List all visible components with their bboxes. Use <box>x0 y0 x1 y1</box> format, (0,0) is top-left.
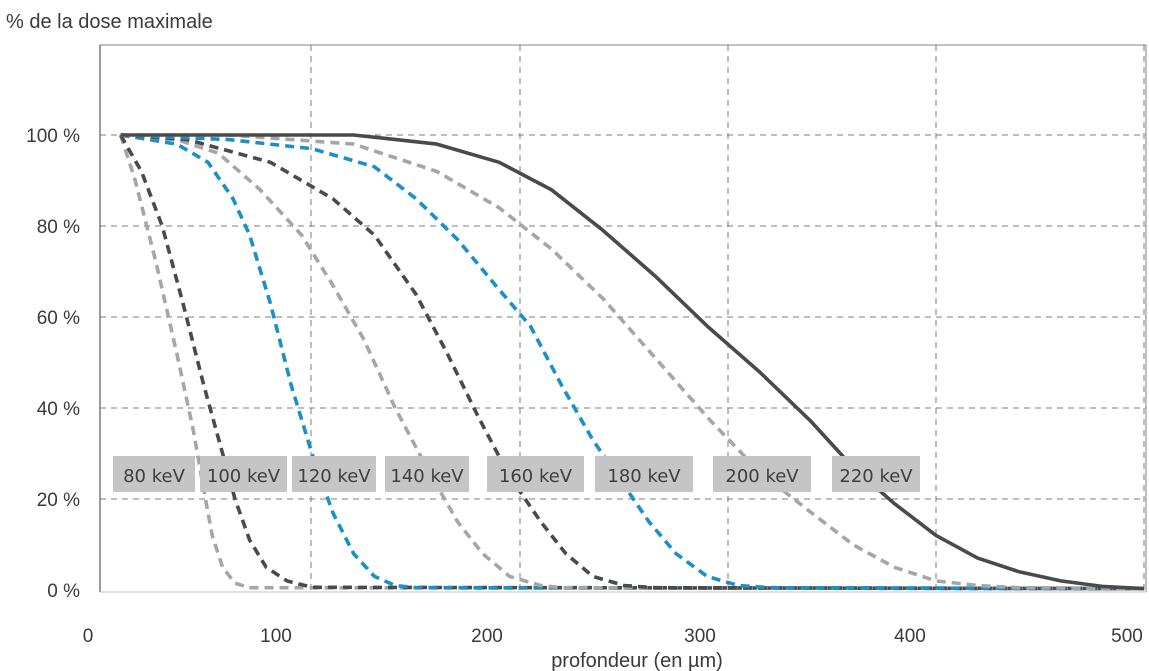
y-tick-label: 80 % <box>37 217 80 238</box>
y-tick-label: 20 % <box>37 490 80 511</box>
series-lines <box>118 133 1145 591</box>
x-axis-title: profondeur (en µm) <box>551 650 723 671</box>
series-label: 80 keV <box>123 466 185 487</box>
series-label-box <box>385 456 469 492</box>
y-tick-label: 0 % <box>47 581 80 602</box>
series-label: 160 keV <box>499 466 573 487</box>
series-label-box <box>292 456 376 492</box>
series-label: 200 keV <box>725 466 799 487</box>
series-label-box <box>113 456 195 492</box>
series-label-box <box>200 456 287 492</box>
y-tick-label: 60 % <box>37 308 80 329</box>
series-label: 220 keV <box>839 466 913 487</box>
series-label-box <box>487 456 584 492</box>
series-line-180-kev <box>120 133 1145 591</box>
series-line-100-kev <box>119 134 1145 591</box>
series-label-box <box>595 456 693 492</box>
y-tick-label: 40 % <box>37 399 80 420</box>
grid <box>99 44 1147 593</box>
y-axis-title: % de la dose maximale <box>6 11 213 33</box>
series-label: 140 keV <box>390 466 464 487</box>
series-label: 100 keV <box>207 466 281 487</box>
series-line-220-kev <box>120 133 1145 591</box>
x-tick-label: 100 <box>260 626 292 647</box>
series-label-box <box>832 456 920 492</box>
axis-ticks: 0 % 20 % 40 % 60 % 80 % 100 % 0 100 200 300 400 500 <box>26 126 1143 647</box>
series-line-200-kev <box>120 133 1145 591</box>
x-tick-label: 300 <box>684 626 716 647</box>
x-tick-label: 400 <box>894 626 926 647</box>
x-tick-label: 0 <box>83 626 94 647</box>
y-tick-label: 100 % <box>26 126 80 147</box>
series-label: 120 keV <box>297 466 371 487</box>
series-line-120-kev <box>120 133 1145 591</box>
series-label: 180 keV <box>607 466 681 487</box>
series-line-160-kev <box>120 133 1145 591</box>
series-labels: 80 keV 100 keV 120 keV 140 keV 160 keV 180 ke… <box>113 456 920 492</box>
series-line-140-kev <box>120 133 1145 591</box>
x-tick-label: 200 <box>471 626 503 647</box>
x-tick-label: 500 <box>1111 626 1143 647</box>
series-label-box <box>713 456 811 492</box>
